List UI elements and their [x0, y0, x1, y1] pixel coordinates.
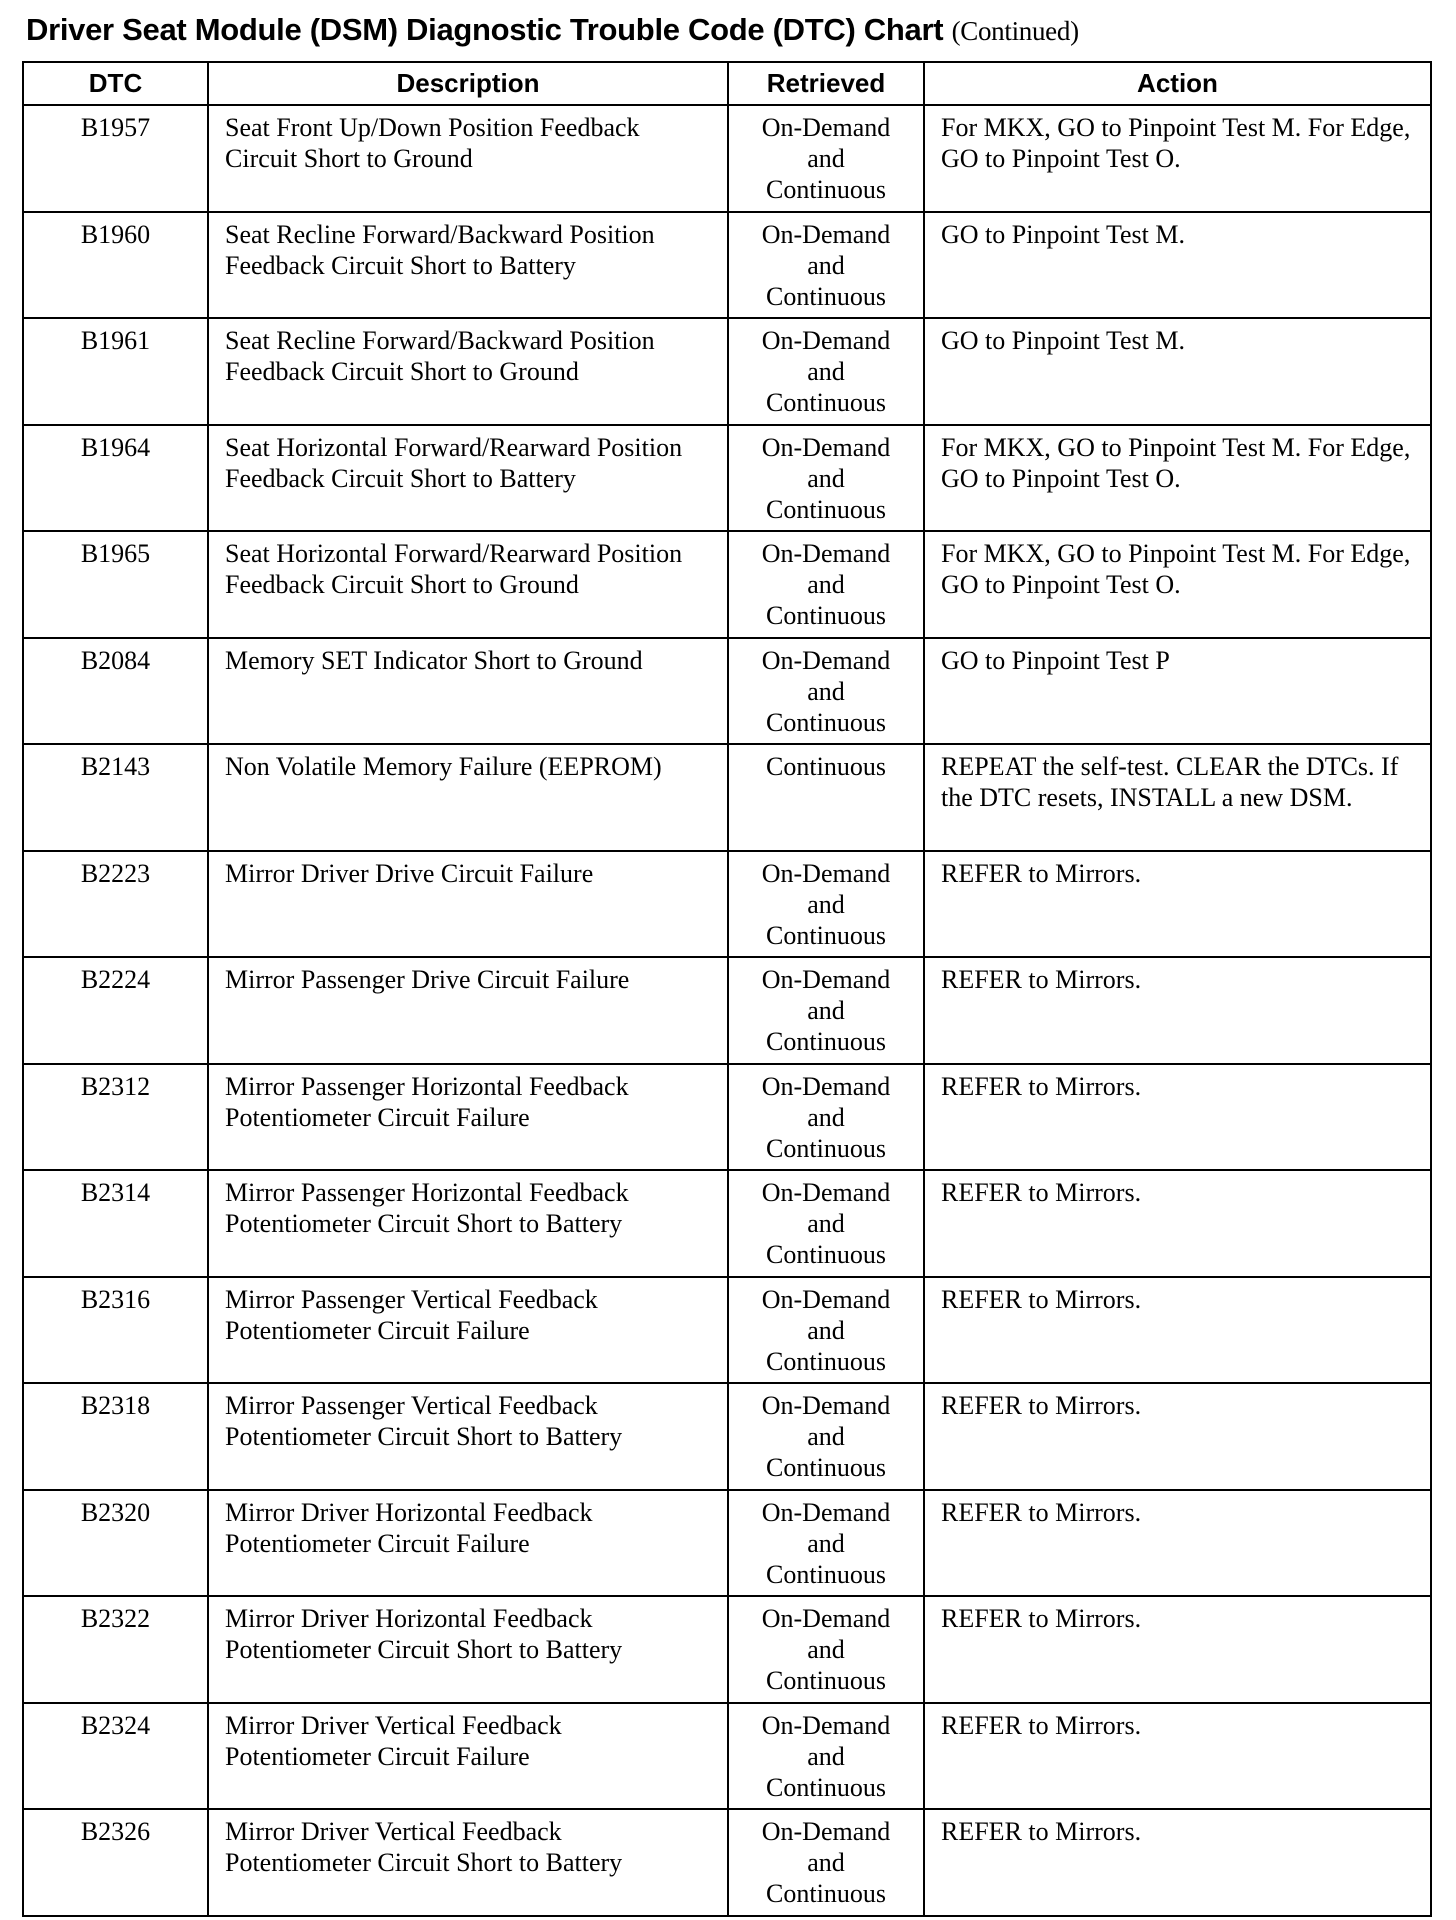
action-cell: For MKX, GO to Pinpoint Test M. For Edge… — [923, 104, 1432, 213]
action-cell: REPEAT the self-test. CLEAR the DTCs. If… — [923, 743, 1432, 852]
description-cell: Non Volatile Memory Failure (EEPROM) — [207, 743, 729, 852]
table-row: B1965 Seat Horizontal Forward/Rearward Po… — [22, 530, 1432, 639]
description-cell: Seat Recline Forward/Backward Position F… — [207, 317, 729, 426]
action-cell: REFER to Mirrors. — [923, 1169, 1432, 1278]
dtc-cell: B1960 — [22, 210, 209, 319]
dtc-cell: B1964 — [22, 423, 209, 532]
retrieved-cell: On-Demand and Continuous — [727, 1062, 925, 1171]
description-cell: Mirror Passenger Drive Circuit Failure — [207, 956, 729, 1065]
dtc-cell: B2143 — [22, 743, 209, 852]
action-cell: REFER to Mirrors. — [923, 1808, 1432, 1917]
column-header-dtc: DTC — [22, 61, 209, 106]
table-header: DTC Description Retrieved Action — [22, 61, 1432, 106]
retrieved-cell: On-Demand and Continuous — [727, 1382, 925, 1491]
action-cell: REFER to Mirrors. — [923, 1382, 1432, 1491]
action-cell: GO to Pinpoint Test M. — [923, 210, 1432, 319]
column-header-retrieved: Retrieved — [727, 61, 925, 106]
table-row: B2312 Mirror Passenger Horizontal Feedbac… — [22, 1062, 1432, 1171]
table-row: B1961 Seat Recline Forward/Backward Posit… — [22, 317, 1432, 426]
retrieved-cell: On-Demand and Continuous — [727, 1701, 925, 1810]
retrieved-cell: On-Demand and Continuous — [727, 423, 925, 532]
action-cell: For MKX, GO to Pinpoint Test M. For Edge… — [923, 423, 1432, 532]
table-row: B2084 Memory SET Indicator Short to Groun… — [22, 636, 1432, 745]
action-cell: REFER to Mirrors. — [923, 956, 1432, 1065]
description-cell: Mirror Passenger Vertical Feedback Poten… — [207, 1382, 729, 1491]
dtc-table: DTC Description Retrieved Action B1957 Se… — [22, 61, 1432, 1917]
retrieved-cell: On-Demand and Continuous — [727, 849, 925, 958]
dtc-cell: B1957 — [22, 104, 209, 213]
dtc-cell: B2320 — [22, 1488, 209, 1597]
table-row: B2320 Mirror Driver Horizontal Feedback P… — [22, 1488, 1432, 1597]
action-cell: GO to Pinpoint Test M. — [923, 317, 1432, 426]
description-cell: Mirror Passenger Vertical Feedback Poten… — [207, 1275, 729, 1384]
dtc-cell: B2224 — [22, 956, 209, 1065]
retrieved-cell: On-Demand and Continuous — [727, 1488, 925, 1597]
title-suffix: (Continued) — [951, 16, 1079, 46]
dtc-cell: B2314 — [22, 1169, 209, 1278]
dtc-cell: B1961 — [22, 317, 209, 426]
action-cell: REFER to Mirrors. — [923, 1062, 1432, 1171]
description-cell: Mirror Passenger Horizontal Feedback Pot… — [207, 1062, 729, 1171]
retrieved-cell: On-Demand and Continuous — [727, 317, 925, 426]
title-text: Driver Seat Module (DSM) Diagnostic Trou… — [26, 12, 944, 47]
table-row: B2314 Mirror Passenger Horizontal Feedbac… — [22, 1169, 1432, 1278]
column-header-description: Description — [207, 61, 729, 106]
dtc-cell: B1965 — [22, 530, 209, 639]
table-row: B1964 Seat Horizontal Forward/Rearward Po… — [22, 423, 1432, 532]
retrieved-cell: On-Demand and Continuous — [727, 104, 925, 213]
dtc-cell: B2312 — [22, 1062, 209, 1171]
dtc-cell: B2322 — [22, 1595, 209, 1704]
retrieved-cell: On-Demand and Continuous — [727, 1275, 925, 1384]
retrieved-cell: On-Demand and Continuous — [727, 636, 925, 745]
retrieved-cell: On-Demand and Continuous — [727, 1595, 925, 1704]
action-cell: REFER to Mirrors. — [923, 849, 1432, 958]
description-cell: Seat Horizontal Forward/Rearward Positio… — [207, 423, 729, 532]
dtc-cell: B2324 — [22, 1701, 209, 1810]
table-row: B1957 Seat Front Up/Down Position Feedbac… — [22, 104, 1432, 213]
page-title: Driver Seat Module (DSM) Diagnostic Trou… — [26, 12, 1079, 48]
description-cell: Seat Recline Forward/Backward Position F… — [207, 210, 729, 319]
retrieved-cell: On-Demand and Continuous — [727, 210, 925, 319]
table-row: B2324 Mirror Driver Vertical Feedback Pot… — [22, 1701, 1432, 1810]
dtc-cell: B2316 — [22, 1275, 209, 1384]
table-row: B2316 Mirror Passenger Vertical Feedback … — [22, 1275, 1432, 1384]
description-cell: Mirror Driver Horizontal Feedback Potent… — [207, 1488, 729, 1597]
table-row: B2223 Mirror Driver Drive Circuit Failure… — [22, 849, 1432, 958]
table-row: B2322 Mirror Driver Horizontal Feedback P… — [22, 1595, 1432, 1704]
dtc-cell: B2318 — [22, 1382, 209, 1491]
description-cell: Memory SET Indicator Short to Ground — [207, 636, 729, 745]
retrieved-cell: On-Demand and Continuous — [727, 1169, 925, 1278]
dtc-cell: B2223 — [22, 849, 209, 958]
action-cell: REFER to Mirrors. — [923, 1275, 1432, 1384]
description-cell: Mirror Driver Horizontal Feedback Potent… — [207, 1595, 729, 1704]
retrieved-cell: On-Demand and Continuous — [727, 1808, 925, 1917]
table-row: B1960 Seat Recline Forward/Backward Posit… — [22, 210, 1432, 319]
column-header-action: Action — [923, 61, 1432, 106]
retrieved-cell: On-Demand and Continuous — [727, 530, 925, 639]
dtc-cell: B2326 — [22, 1808, 209, 1917]
description-cell: Seat Horizontal Forward/Rearward Positio… — [207, 530, 729, 639]
action-cell: For MKX, GO to Pinpoint Test M. For Edge… — [923, 530, 1432, 639]
retrieved-cell: On-Demand and Continuous — [727, 956, 925, 1065]
action-cell: REFER to Mirrors. — [923, 1488, 1432, 1597]
dtc-cell: B2084 — [22, 636, 209, 745]
table-row: B2326 Mirror Driver Vertical Feedback Pot… — [22, 1808, 1432, 1917]
description-cell: Mirror Driver Vertical Feedback Potentio… — [207, 1701, 729, 1810]
description-cell: Mirror Driver Vertical Feedback Potentio… — [207, 1808, 729, 1917]
description-cell: Mirror Passenger Horizontal Feedback Pot… — [207, 1169, 729, 1278]
description-cell: Mirror Driver Drive Circuit Failure — [207, 849, 729, 958]
table-row: B2224 Mirror Passenger Drive Circuit Fail… — [22, 956, 1432, 1065]
description-cell: Seat Front Up/Down Position Feedback Cir… — [207, 104, 729, 213]
action-cell: REFER to Mirrors. — [923, 1595, 1432, 1704]
table-row: B2143 Non Volatile Memory Failure (EEPROM… — [22, 743, 1432, 852]
table-row: B2318 Mirror Passenger Vertical Feedback … — [22, 1382, 1432, 1491]
action-cell: REFER to Mirrors. — [923, 1701, 1432, 1810]
action-cell: GO to Pinpoint Test P — [923, 636, 1432, 745]
retrieved-cell: Continuous — [727, 743, 925, 852]
